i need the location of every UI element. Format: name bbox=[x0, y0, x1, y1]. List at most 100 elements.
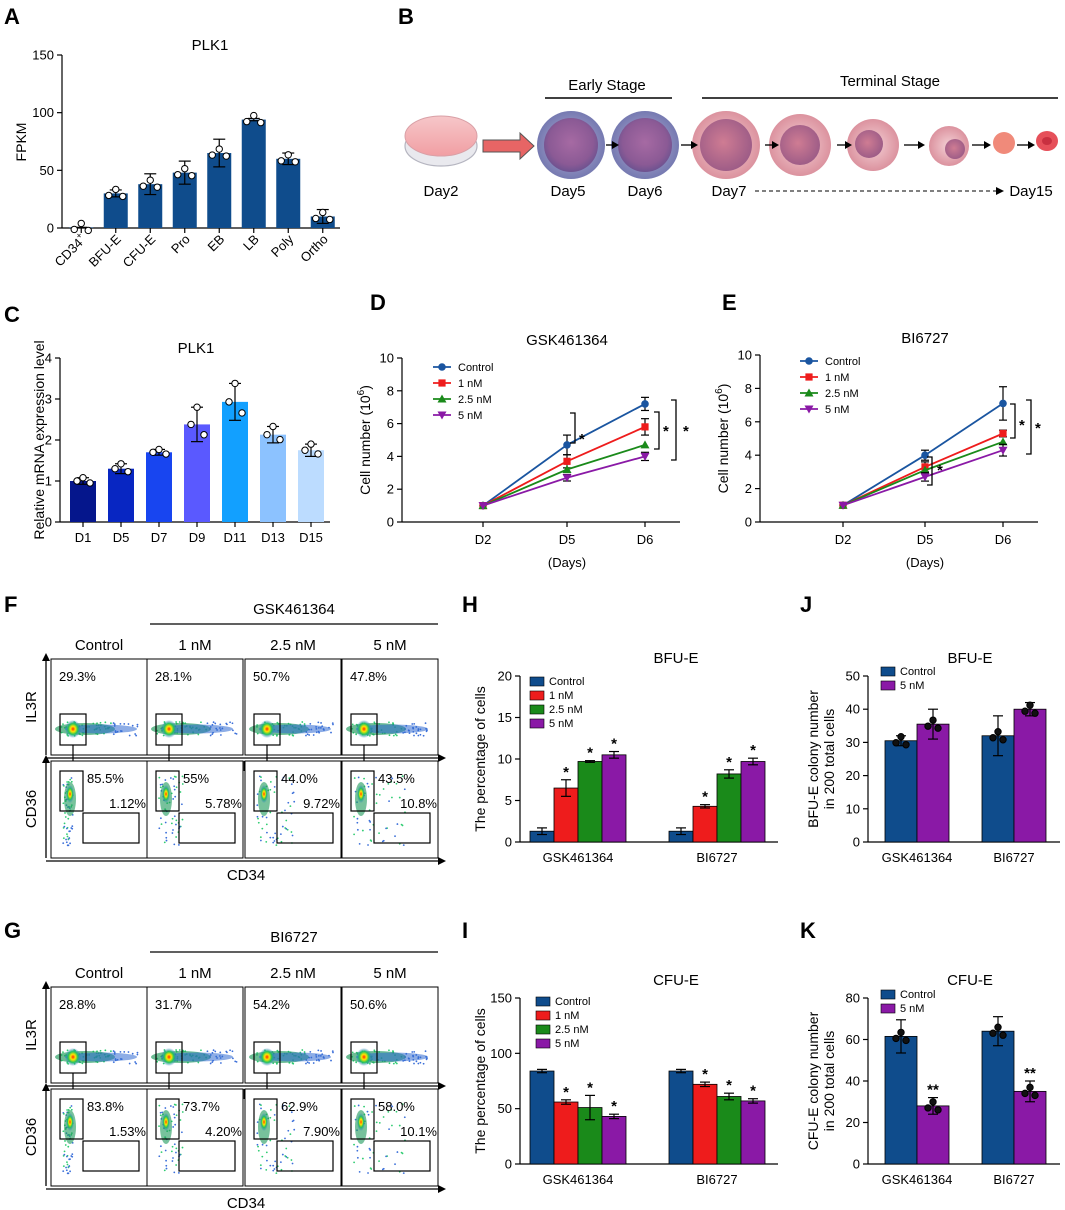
flow-gate-bottom-1 bbox=[350, 1098, 375, 1140]
x-tick-label: Poly bbox=[268, 231, 297, 260]
event-dot bbox=[275, 844, 278, 847]
bar-H-1-3 bbox=[740, 761, 766, 843]
x-tick-label: D2 bbox=[475, 532, 492, 547]
event-dot bbox=[308, 1062, 311, 1064]
schematic-panel: Early Stage Terminal Stage Day2 Day5 Day6 Day… bbox=[404, 73, 1058, 200]
event-dot bbox=[62, 1170, 65, 1173]
series-line-1 bbox=[482, 426, 646, 507]
event-dot bbox=[424, 1050, 427, 1053]
marker-triangle-down bbox=[920, 473, 930, 482]
replicate-point bbox=[208, 151, 216, 159]
event-dot bbox=[62, 1165, 65, 1168]
replicate-point bbox=[994, 728, 1002, 736]
event-dot bbox=[390, 780, 393, 783]
early-stage-label: Early Stage bbox=[568, 77, 646, 94]
event-dot bbox=[175, 823, 177, 826]
flow-hotspot bbox=[260, 785, 268, 803]
event-dot bbox=[158, 776, 161, 779]
x-tick-label: D1 bbox=[75, 530, 92, 545]
event-dot bbox=[135, 1062, 138, 1065]
event-dot bbox=[214, 722, 217, 725]
y-tick-label: 4 bbox=[45, 351, 52, 366]
event-dot bbox=[358, 1170, 361, 1173]
x-tick-label: BI6727 bbox=[993, 1172, 1034, 1187]
bar-H-0-2 bbox=[577, 761, 603, 843]
replicate-point bbox=[284, 151, 292, 159]
chart-ylabel-D: Cell number (106) bbox=[356, 385, 373, 495]
event-dot bbox=[419, 733, 422, 736]
event-dot bbox=[303, 723, 306, 725]
sig-star: * bbox=[611, 1098, 617, 1115]
event-dot bbox=[411, 723, 414, 725]
event-dot bbox=[356, 828, 359, 831]
event-dot bbox=[367, 844, 369, 846]
bar-I-0-0 bbox=[529, 1070, 555, 1165]
sig-star: * bbox=[702, 1066, 708, 1083]
event-dot bbox=[265, 840, 268, 843]
y-tick-label: 20 bbox=[846, 1115, 860, 1130]
x-tick-label: GSK461364 bbox=[543, 1172, 614, 1187]
flow-density-band-2 bbox=[65, 1052, 137, 1062]
rbc-center bbox=[1042, 137, 1052, 145]
y-tick-label: 15 bbox=[498, 710, 512, 725]
event-dot bbox=[172, 829, 174, 831]
event-dot bbox=[123, 1051, 126, 1053]
event-dot bbox=[170, 822, 173, 825]
replicate-point bbox=[86, 479, 94, 487]
event-dot bbox=[160, 823, 163, 826]
event-dot bbox=[175, 1164, 178, 1166]
event-dot bbox=[401, 824, 404, 827]
legend-label-2: 2.5 nM bbox=[825, 388, 859, 400]
chart-ylabel-K: CFU-E colony number bbox=[805, 1011, 821, 1150]
event-dot bbox=[261, 815, 264, 818]
event-dot bbox=[259, 1167, 262, 1170]
marker-triangle-down bbox=[804, 405, 814, 414]
replicate-point bbox=[1031, 709, 1039, 717]
flow-hotspot bbox=[161, 1048, 177, 1066]
bar-c-6 bbox=[298, 450, 324, 522]
bar-I-1-1 bbox=[692, 1083, 718, 1165]
flow-gate-bottom-2 bbox=[82, 1140, 140, 1172]
bar-a-6 bbox=[276, 158, 301, 228]
flow-pct-bottom1-0: 85.5% bbox=[87, 771, 124, 786]
panel-letter-g: G bbox=[4, 918, 21, 943]
event-dot bbox=[260, 776, 262, 779]
event-dot bbox=[113, 1051, 116, 1054]
event-dot bbox=[164, 779, 167, 781]
event-dot bbox=[303, 1051, 306, 1053]
replicate-point bbox=[989, 1029, 997, 1037]
event-dot bbox=[272, 836, 275, 839]
flow-gate-bottom-2 bbox=[178, 812, 236, 844]
event-dot bbox=[292, 734, 295, 737]
event-dot bbox=[169, 1105, 172, 1107]
legend-label-0: Control bbox=[825, 356, 860, 368]
legend-label-0: Control bbox=[458, 362, 493, 374]
y-tick-label: 0 bbox=[505, 1157, 512, 1172]
event-dot bbox=[136, 723, 139, 726]
event-dot bbox=[229, 721, 231, 724]
sig-star: * bbox=[726, 1077, 732, 1094]
replicate-point bbox=[149, 448, 157, 456]
chart-a-title: PLK1 bbox=[192, 37, 229, 54]
event-dot bbox=[378, 1160, 380, 1163]
legend-swatch-0 bbox=[529, 676, 545, 687]
flow-hotspot bbox=[356, 720, 372, 738]
replicate-point bbox=[174, 170, 182, 179]
replicate-point bbox=[999, 1031, 1007, 1039]
y-tick-label: 0 bbox=[853, 835, 860, 850]
event-dot bbox=[159, 1111, 162, 1114]
event-dot bbox=[424, 722, 427, 725]
event-dot bbox=[110, 1050, 112, 1053]
replicate-point bbox=[924, 1104, 932, 1112]
flow-hotspot bbox=[260, 1113, 268, 1131]
x-tick-label: GSK461364 bbox=[882, 1172, 953, 1187]
y-tick-label: 0 bbox=[387, 515, 394, 530]
event-dot bbox=[225, 722, 228, 725]
event-dot bbox=[284, 1155, 287, 1157]
event-dot bbox=[265, 816, 268, 819]
event-dot bbox=[282, 1104, 285, 1107]
event-dot bbox=[402, 844, 405, 847]
flow-y-arrow-bottom bbox=[42, 1083, 50, 1091]
event-dot bbox=[200, 721, 202, 724]
event-dot bbox=[317, 1049, 320, 1052]
